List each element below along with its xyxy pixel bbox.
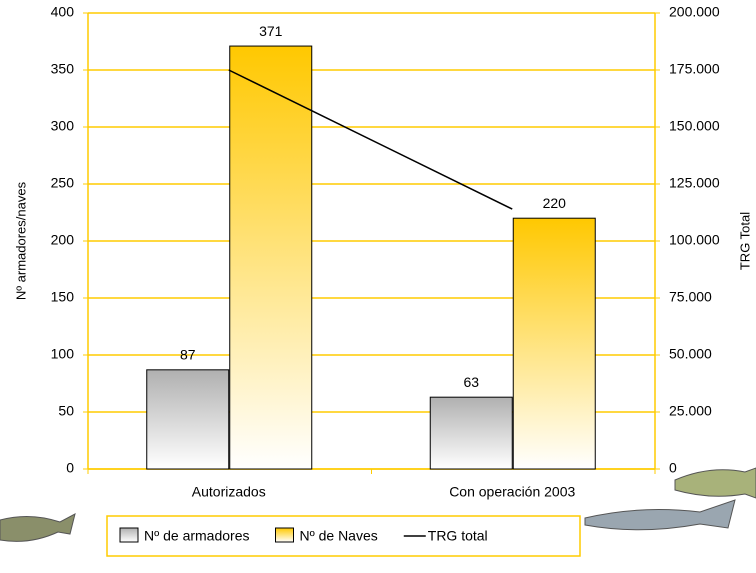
y2-tick-label: 150.000	[669, 118, 720, 134]
value-label: 220	[543, 195, 567, 211]
y-tick-label: 300	[51, 118, 75, 134]
y-tick-label: 150	[51, 289, 75, 305]
x-tick-label: Autorizados	[192, 484, 266, 500]
x-tick-label: Con operación 2003	[449, 484, 575, 500]
fish-left	[0, 513, 76, 542]
y2-axis-label: TRG Total	[737, 212, 752, 270]
y-tick-label: 0	[66, 460, 74, 476]
bar	[429, 396, 513, 470]
bar	[146, 369, 230, 470]
y2-tick-label: 25.000	[669, 403, 712, 419]
y-axis-label: Nº armadores/naves	[13, 181, 28, 300]
y2-tick-label: 100.000	[669, 232, 720, 248]
y2-tick-label: 75.000	[669, 289, 712, 305]
legend-label: Nº de armadores	[144, 528, 250, 544]
legend-label: TRG total	[428, 528, 488, 544]
legend-swatch	[119, 527, 139, 543]
value-label: 87	[180, 347, 196, 363]
value-label: 63	[463, 374, 479, 390]
y-tick-label: 200	[51, 232, 75, 248]
legend-label: Nº de Naves	[300, 528, 378, 544]
y2-tick-label: 50.000	[669, 346, 712, 362]
y-tick-label: 50	[58, 403, 74, 419]
y-tick-label: 100	[51, 346, 75, 362]
value-label: 371	[259, 23, 283, 39]
y-tick-label: 400	[51, 4, 75, 20]
y-tick-label: 350	[51, 61, 75, 77]
legend-box	[106, 515, 581, 557]
bar	[229, 45, 313, 470]
y2-tick-label: 0	[669, 460, 677, 476]
legend-swatch	[275, 527, 294, 543]
trg-line	[228, 69, 513, 210]
y2-tick-label: 200.000	[669, 4, 720, 20]
y-tick-label: 250	[51, 175, 75, 191]
y2-tick-label: 175.000	[669, 61, 720, 77]
y2-tick-label: 125.000	[669, 175, 720, 191]
bar	[512, 217, 596, 470]
fish-right	[584, 467, 756, 531]
